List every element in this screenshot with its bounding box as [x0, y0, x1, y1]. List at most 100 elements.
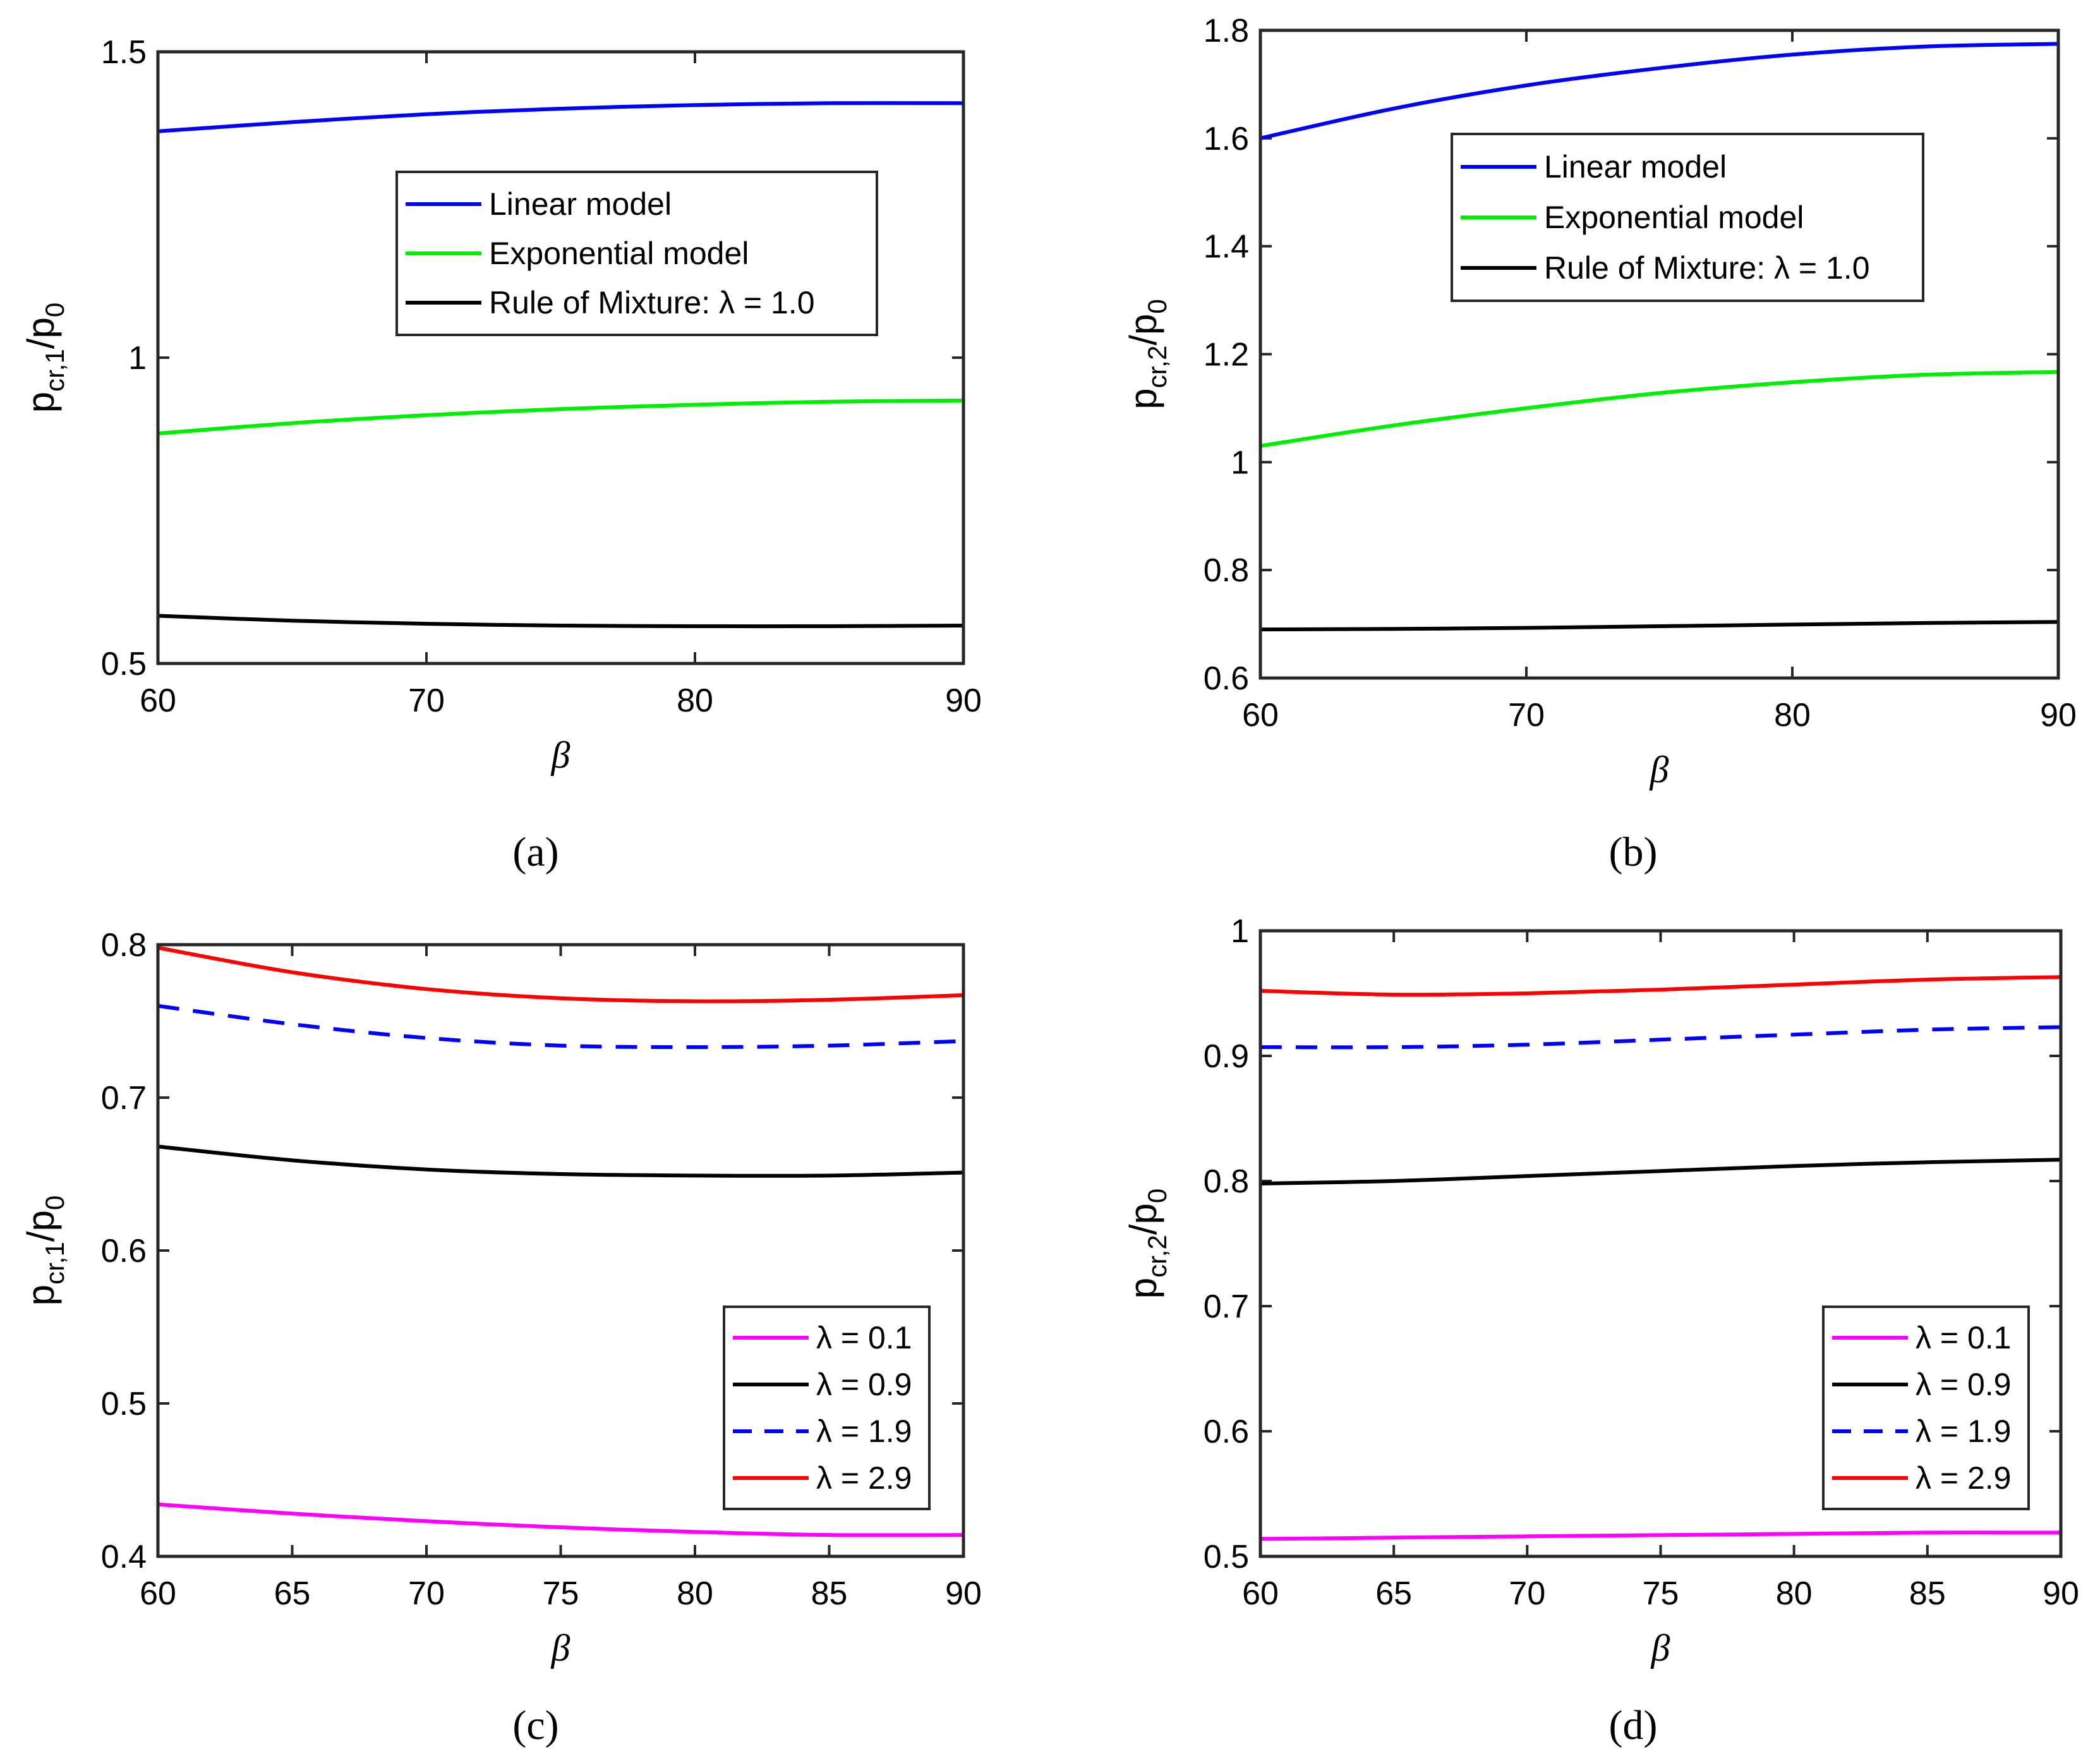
- panel-c-xtick-label: 75: [543, 1575, 579, 1612]
- panel-c-series-line-2: [158, 1003, 963, 1050]
- panel-d-xtick-label: 65: [1375, 1575, 1412, 1612]
- panel-a-series-line-1: [158, 398, 963, 435]
- panel-d-ytick-label: 1: [1231, 913, 1249, 950]
- ylabel-main: p: [20, 1285, 62, 1306]
- ylabel-main: p: [20, 392, 62, 413]
- panel-a-ytick-label: 0.5: [101, 646, 147, 682]
- panel-d-ylabel: pcr,2/p0: [1122, 1189, 1172, 1299]
- panel-b: 60 70 80 90 0.6 0.8 1 1.2 1.4 1.6 1.8 β pcr,2/p0 Line…: [1122, 13, 2077, 791]
- panel-b-legend-label-1: Exponential model: [1544, 200, 1804, 235]
- panel-d-xtick-label: 60: [1242, 1575, 1279, 1612]
- panel-b-xlabel: β: [1650, 749, 1669, 791]
- panel-c-ytick-label: 0.6: [101, 1233, 147, 1269]
- panel-a-legend-label-1: Exponential model: [489, 236, 749, 271]
- caption-a: (a): [512, 829, 558, 875]
- ylabel-subscript-0: 0: [40, 1196, 69, 1210]
- panel-c-ytick-label: 0.7: [101, 1080, 147, 1117]
- panel-b-ylabel: pcr,2/p0: [1122, 299, 1172, 409]
- panel-c-legend-label-2: λ = 1.9: [816, 1414, 912, 1449]
- ylabel-subscript-0: 0: [1142, 299, 1172, 313]
- ylabel-tail: /p: [20, 317, 62, 349]
- panel-d-ytick-label: 0.8: [1204, 1163, 1249, 1200]
- panel-a-legend-label-2: Rule of Mixture: λ = 1.0: [489, 285, 815, 320]
- panel-c-xtick-label: 60: [140, 1575, 176, 1612]
- panel-d-axes-box: [1258, 929, 2063, 1558]
- caption-c: (c): [512, 1702, 558, 1748]
- panel-d-legend-label-3: λ = 2.9: [1916, 1460, 2012, 1496]
- panel-a-xlabel: β: [551, 734, 570, 776]
- ylabel-tail: /p: [1122, 1203, 1164, 1235]
- panel-b-ytick-label: 1.6: [1204, 121, 1249, 157]
- panel-d-legend-label-1: λ = 0.9: [1916, 1367, 2012, 1402]
- panel-b-ytick-label: 0.8: [1204, 552, 1249, 589]
- ylabel-subscript: cr,1: [40, 349, 69, 392]
- panel-b-xtick-label: 90: [2040, 697, 2077, 734]
- ylabel-subscript: cr,1: [40, 1242, 69, 1285]
- panel-c-series-line-0: [158, 1502, 963, 1537]
- panel-a-xtick-label: 90: [945, 682, 982, 719]
- panel-d-xtick-label: 70: [1509, 1575, 1545, 1612]
- panel-d-series-line-1: [1260, 1158, 2061, 1185]
- panel-b-ytick-label: 1.4: [1204, 229, 1249, 265]
- panel-c-axes-box: [156, 943, 965, 1558]
- panel-c-legend: λ = 0.1 λ = 0.9 λ = 1.9 λ = 2.9: [723, 1306, 931, 1510]
- panel-b-series-line-0: [1260, 42, 2058, 140]
- panel-b-series-line-1: [1260, 370, 2058, 448]
- panel-d-xlabel: β: [1651, 1627, 1670, 1669]
- panel-b-ytick-label: 1.8: [1204, 13, 1249, 49]
- panel-c-xtick-label: 65: [274, 1575, 311, 1612]
- panel-d-ytick-label: 0.9: [1204, 1038, 1249, 1075]
- panel-b-ytick-label: 1.2: [1204, 337, 1249, 373]
- panel-c-legend-label-3: λ = 2.9: [816, 1460, 912, 1496]
- panel-b-xtick-label: 70: [1508, 697, 1545, 734]
- panel-c-xtick-label: 70: [408, 1575, 445, 1612]
- panel-b-ytick-label: 1: [1231, 444, 1249, 481]
- ylabel-tail: /p: [1122, 314, 1164, 346]
- panel-c-ylabel: pcr,1/p0: [20, 1196, 69, 1306]
- panel-a-series-line-2: [158, 614, 963, 629]
- panel-d-ytick-label: 0.7: [1204, 1288, 1249, 1325]
- panel-c-ytick-label: 0.5: [101, 1386, 147, 1422]
- panel-c-xtick-label: 80: [677, 1575, 713, 1612]
- panel-b-xtick-label: 80: [1774, 697, 1811, 734]
- panel-a-series-line-0: [158, 101, 963, 133]
- panel-a: 60 70 80 90 0.5 1 1.5 β pcr,1/p0 Linear model Expo…: [20, 34, 982, 776]
- caption-b: (b): [1609, 829, 1658, 875]
- panel-b-series-line-2: [1260, 620, 2058, 632]
- panel-d-series-line-3: [1260, 975, 2061, 997]
- panel-c-legend-box: [723, 1306, 931, 1510]
- panel-c-series-line-1: [158, 1144, 963, 1178]
- panel-c-ytick-label: 0.8: [101, 927, 147, 964]
- ylabel-subscript: cr,2: [1142, 346, 1172, 389]
- panel-c-xtick-label: 90: [945, 1575, 982, 1612]
- panel-d-ytick-label: 0.5: [1204, 1539, 1249, 1575]
- panel-d-series-line-2: [1260, 1025, 2061, 1050]
- panel-d-xtick-label: 80: [1776, 1575, 1813, 1612]
- panel-a-ytick-label: 1: [128, 340, 147, 377]
- panel-a-xtick-label: 70: [408, 682, 445, 719]
- panel-d-legend-box: [1822, 1306, 2030, 1510]
- panel-b-axes-box: [1258, 28, 2060, 680]
- ylabel-subscript-0: 0: [1142, 1189, 1172, 1203]
- panel-c-xlabel: β: [551, 1627, 570, 1669]
- panel-d-ytick-label: 0.6: [1204, 1414, 1249, 1450]
- panel-c-series-line-3: [158, 945, 963, 1003]
- ylabel-subscript-0: 0: [40, 303, 69, 317]
- panel-d: 60 65 70 75 80 85 90 0.5 0.6 0.7 0.8 0.9 1 β pcr,2/p0 λ…: [1122, 913, 2079, 1669]
- panel-d-legend-label-2: λ = 1.9: [1916, 1414, 2012, 1449]
- panel-b-legend-label-0: Linear model: [1544, 149, 1727, 185]
- panel-c-xtick-label: 85: [811, 1575, 848, 1612]
- panel-b-legend: Linear model Exponential model Rule of Mix…: [1451, 133, 1924, 302]
- panel-a-xtick-label: 60: [140, 682, 176, 719]
- panel-a-ylabel: pcr,1/p0: [20, 303, 69, 413]
- panel-d-series-line-0: [1260, 1530, 2061, 1541]
- panel-d-xtick-label: 85: [1909, 1575, 1946, 1612]
- panel-d-xtick-label: 75: [1643, 1575, 1679, 1612]
- ylabel-tail: /p: [20, 1210, 62, 1242]
- panel-b-xtick-label: 60: [1242, 697, 1279, 734]
- panel-a-xtick-label: 80: [677, 682, 713, 719]
- panel-c-legend-label-0: λ = 0.1: [816, 1320, 912, 1355]
- panel-a-legend: Linear model Exponential model Rule of Mix…: [395, 171, 878, 336]
- ylabel-subscript: cr,2: [1142, 1235, 1172, 1278]
- panel-a-legend-label-0: Linear model: [489, 186, 672, 222]
